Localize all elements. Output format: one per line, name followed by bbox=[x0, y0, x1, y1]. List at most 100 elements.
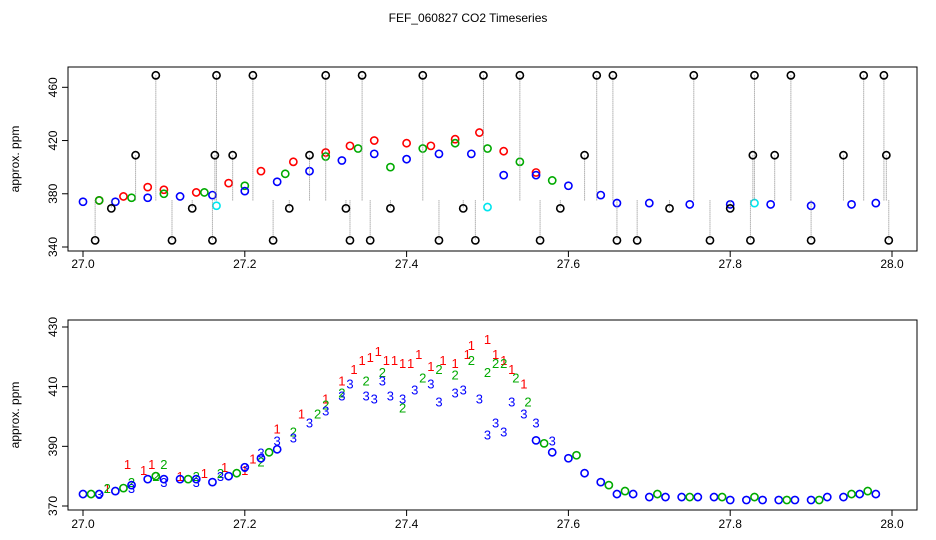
data-point bbox=[434, 235, 444, 245]
data-point bbox=[555, 204, 565, 213]
data-point-label: 3 bbox=[399, 392, 406, 407]
data-point bbox=[596, 477, 606, 487]
data-point bbox=[434, 149, 444, 159]
data-point bbox=[564, 181, 573, 191]
data-point bbox=[256, 453, 266, 463]
data-point bbox=[119, 483, 128, 493]
data-point bbox=[212, 201, 221, 211]
data-point bbox=[806, 495, 816, 505]
data-point bbox=[612, 235, 622, 245]
data-point bbox=[531, 435, 541, 445]
data-point-label: 1 bbox=[375, 344, 382, 359]
data-point bbox=[705, 235, 715, 245]
data-point bbox=[369, 149, 379, 159]
data-point-label: 1 bbox=[399, 356, 406, 371]
x-tick-label: 28.0 bbox=[880, 517, 904, 531]
data-point bbox=[175, 192, 185, 201]
data-point-label: 3 bbox=[532, 415, 539, 430]
data-point bbox=[580, 468, 589, 478]
data-point bbox=[288, 157, 298, 167]
data-point-label: 2 bbox=[399, 401, 406, 416]
data-point bbox=[357, 70, 367, 80]
data-point bbox=[94, 196, 104, 205]
data-point bbox=[345, 235, 355, 245]
data-point bbox=[620, 486, 630, 496]
data-point bbox=[264, 447, 274, 457]
data-point bbox=[863, 486, 873, 496]
data-point bbox=[337, 156, 347, 165]
x-tick-label: 27.0 bbox=[71, 257, 95, 271]
data-point bbox=[466, 149, 476, 159]
data-point bbox=[859, 70, 869, 80]
data-point bbox=[547, 176, 557, 185]
data-point-label: 3 bbox=[306, 415, 313, 430]
data-point-label: 3 bbox=[379, 374, 386, 389]
data-point bbox=[210, 150, 220, 160]
data-point bbox=[208, 477, 217, 487]
data-point bbox=[758, 495, 767, 505]
data-point bbox=[652, 489, 662, 499]
data-point bbox=[175, 474, 185, 484]
x-tick-label: 27.4 bbox=[395, 257, 419, 271]
data-point bbox=[256, 166, 266, 176]
data-point bbox=[539, 438, 549, 448]
data-point bbox=[341, 204, 351, 213]
data-point-label: 2 bbox=[338, 386, 345, 401]
data-point bbox=[143, 182, 153, 192]
data-point bbox=[531, 168, 541, 177]
data-point bbox=[871, 489, 881, 499]
data-point bbox=[725, 204, 735, 213]
data-point bbox=[232, 468, 242, 478]
data-point bbox=[159, 185, 169, 195]
y-tick-label: 370 bbox=[46, 496, 60, 516]
data-point bbox=[159, 189, 169, 199]
data-point bbox=[839, 150, 848, 160]
data-point bbox=[386, 162, 395, 172]
data-point bbox=[426, 141, 436, 151]
series-3 bbox=[78, 149, 881, 211]
series-1 bbox=[94, 128, 541, 205]
data-point bbox=[628, 489, 638, 499]
data-point-label: 3 bbox=[549, 433, 556, 448]
bottom-panel: 27.0 27.2 27.4 27.6 27.8 28.0 370 390 410 430 appr… bbox=[8, 317, 918, 531]
data-point bbox=[224, 178, 234, 188]
x-tick-label: 27.0 bbox=[71, 517, 95, 531]
data-point bbox=[418, 70, 428, 80]
data-point bbox=[284, 204, 294, 213]
data-point-label: 1 bbox=[322, 392, 329, 407]
data-point-label: 1 bbox=[415, 347, 422, 362]
data-point bbox=[612, 489, 622, 499]
data-point-label: 2 bbox=[419, 371, 426, 386]
data-point-label: 1 bbox=[148, 457, 155, 472]
data-point bbox=[143, 474, 153, 484]
data-point bbox=[814, 495, 824, 505]
data-point bbox=[531, 170, 541, 180]
data-point bbox=[110, 197, 120, 207]
data-point-label: 3 bbox=[217, 469, 224, 484]
data-point bbox=[572, 450, 581, 460]
data-point bbox=[499, 170, 509, 180]
data-point bbox=[280, 169, 290, 179]
data-point-label: 1 bbox=[140, 463, 147, 478]
y-tick-label: 430 bbox=[46, 317, 60, 337]
data-point-label: 1 bbox=[464, 347, 471, 362]
top-panel: 27.0 27.2 27.4 27.6 27.8 28.0 340 380 420 460 appr… bbox=[8, 66, 918, 271]
data-point bbox=[240, 186, 250, 196]
data-point bbox=[212, 70, 221, 80]
data-point-label: 2 bbox=[492, 356, 499, 371]
data-point bbox=[305, 150, 314, 160]
data-point-label: 3 bbox=[346, 377, 353, 392]
data-point-label: 1 bbox=[452, 356, 459, 371]
data-point-label: 3 bbox=[427, 377, 434, 392]
data-point bbox=[240, 462, 250, 472]
data-point bbox=[131, 150, 140, 160]
data-point bbox=[90, 235, 100, 245]
data-point bbox=[717, 492, 727, 502]
data-point-label: 1 bbox=[439, 353, 446, 368]
data-point-label: 3 bbox=[484, 427, 491, 442]
chart-title: FEF_060827 CO2 Timeseries bbox=[389, 11, 548, 25]
data-point bbox=[450, 138, 460, 148]
data-point bbox=[151, 471, 161, 481]
data-point-label: 3 bbox=[241, 460, 248, 475]
data-point-label: 2 bbox=[290, 424, 297, 439]
